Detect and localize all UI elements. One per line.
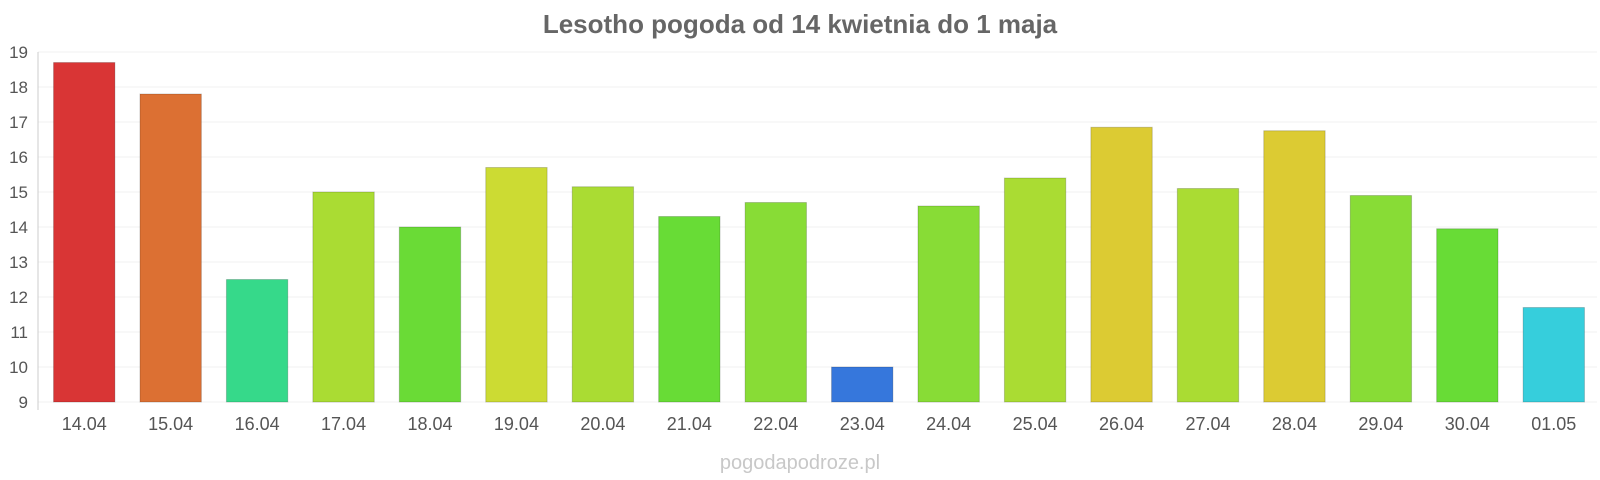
y-tick-label: 12 bbox=[9, 288, 28, 307]
x-tick-label: 17.04 bbox=[321, 414, 366, 434]
bar-16.04 bbox=[225, 279, 289, 403]
x-tick-label: 24.04 bbox=[926, 414, 971, 434]
bar-18.04 bbox=[398, 226, 462, 403]
x-tick-label: 29.04 bbox=[1358, 414, 1403, 434]
y-tick-label: 9 bbox=[19, 393, 28, 412]
x-axis-ticks: 14.04 15.04 16.04 17.04 18.04 19.04 20.04 21.04… bbox=[62, 414, 1577, 434]
x-tick-label: 30.04 bbox=[1445, 414, 1490, 434]
source-label: pogodapodroze.pl bbox=[720, 452, 880, 474]
x-tick-label: 20.04 bbox=[580, 414, 625, 434]
y-tick-label: 13 bbox=[9, 253, 28, 272]
y-tick-label: 16 bbox=[9, 148, 28, 167]
chart-title: Lesotho pogoda od 14 kwietnia do 1 maja bbox=[543, 9, 1058, 39]
bar-22.04 bbox=[744, 202, 807, 403]
bar-01.05 bbox=[1522, 307, 1585, 403]
x-tick-label: 14.04 bbox=[62, 414, 107, 434]
bar-24.04 bbox=[917, 205, 980, 403]
bar-23.04 bbox=[831, 366, 894, 403]
y-tick-label: 15 bbox=[9, 183, 28, 202]
x-tick-label: 25.04 bbox=[1013, 414, 1058, 434]
x-tick-label: 23.04 bbox=[840, 414, 885, 434]
y-tick-label: 19 bbox=[9, 43, 28, 62]
x-tick-label: 19.04 bbox=[494, 414, 539, 434]
y-tick-label: 14 bbox=[9, 218, 28, 237]
bar-19.04 bbox=[485, 167, 548, 403]
x-tick-label: 18.04 bbox=[407, 414, 452, 434]
x-tick-label: 22.04 bbox=[753, 414, 798, 434]
y-tick-label: 18 bbox=[9, 78, 28, 97]
bar-20.04 bbox=[571, 186, 635, 403]
bar-26.04 bbox=[1090, 126, 1153, 403]
bar-17.04 bbox=[312, 191, 375, 403]
x-tick-label: 27.04 bbox=[1185, 414, 1230, 434]
x-tick-label: 26.04 bbox=[1099, 414, 1144, 434]
x-tick-label: 16.04 bbox=[235, 414, 280, 434]
bar-21.04 bbox=[658, 216, 721, 403]
x-tick-label: 01.05 bbox=[1531, 414, 1576, 434]
bar-15.04 bbox=[139, 93, 202, 403]
bar-30.04 bbox=[1436, 228, 1499, 403]
bars bbox=[53, 62, 1585, 403]
bar-28.04 bbox=[1263, 130, 1326, 403]
bar-25.04 bbox=[1003, 177, 1067, 403]
x-tick-label: 28.04 bbox=[1272, 414, 1317, 434]
y-tick-label: 11 bbox=[10, 323, 28, 342]
bar-14.04 bbox=[53, 62, 116, 403]
y-tick-label: 17 bbox=[9, 113, 28, 132]
bar-27.04 bbox=[1176, 188, 1240, 403]
y-axis-ticks: 9 10 11 12 13 14 15 16 17 18 19 bbox=[9, 43, 28, 412]
grid bbox=[38, 51, 1597, 403]
y-tick-label: 10 bbox=[9, 358, 28, 377]
x-tick-label: 21.04 bbox=[667, 414, 712, 434]
x-tick-label: 15.04 bbox=[148, 414, 193, 434]
bar-29.04 bbox=[1349, 195, 1413, 403]
